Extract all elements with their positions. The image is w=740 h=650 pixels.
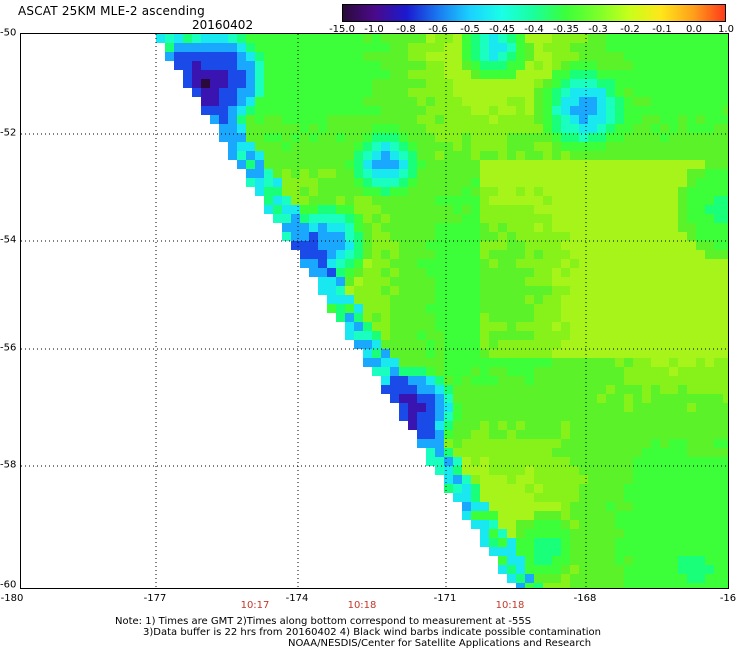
lon-label: -177 <box>143 593 167 604</box>
colorbar-label: -15.0 <box>329 24 355 35</box>
colorbar-label: -0.5 <box>460 24 480 35</box>
note-line: 3)Data buffer is 22 hrs from 20160402 4)… <box>143 627 601 638</box>
colorbar-label: -0.45 <box>489 24 515 35</box>
lat-label: -54 <box>0 234 17 246</box>
lon-label: -180 <box>0 593 24 604</box>
lat-label: -52 <box>0 127 17 139</box>
lon-label: -16 <box>719 593 737 604</box>
colorbar-label: -0.4 <box>524 24 544 35</box>
map-date: 20160402 <box>192 18 254 32</box>
lat-label: -60 <box>0 579 17 591</box>
colorbar-label: -1.0 <box>364 24 384 35</box>
lat-label: -58 <box>0 459 17 471</box>
time-label: 10:18 <box>347 600 377 611</box>
wind-data-field <box>21 34 728 588</box>
lon-label: -171 <box>433 593 457 604</box>
lon-label: -168 <box>573 593 597 604</box>
colorbar-label: -0.2 <box>620 24 640 35</box>
time-label: 10:17 <box>240 600 270 611</box>
colorbar-label: 1.0 <box>718 24 734 35</box>
colorbar-label: -0.1 <box>652 24 672 35</box>
lat-label: -50 <box>0 27 17 39</box>
colorbar <box>342 4 726 22</box>
note-line: Note: 1) Times are GMT 2)Times along bot… <box>115 616 532 627</box>
map-panel <box>20 33 729 589</box>
colorbar-label: -0.8 <box>396 24 416 35</box>
map-title: ASCAT 25KM MLE-2 ascending <box>18 4 205 18</box>
lat-label: -56 <box>0 342 17 354</box>
note-line: NOAA/NESDIS/Center for Satellite Applica… <box>288 638 592 649</box>
lon-label: -174 <box>285 593 309 604</box>
colorbar-label: -0.3 <box>588 24 608 35</box>
colorbar-label: -0.6 <box>428 24 448 35</box>
time-label: 10:18 <box>495 600 525 611</box>
colorbar-label: 0.0 <box>686 24 702 35</box>
colorbar-label: -0.35 <box>553 24 579 35</box>
